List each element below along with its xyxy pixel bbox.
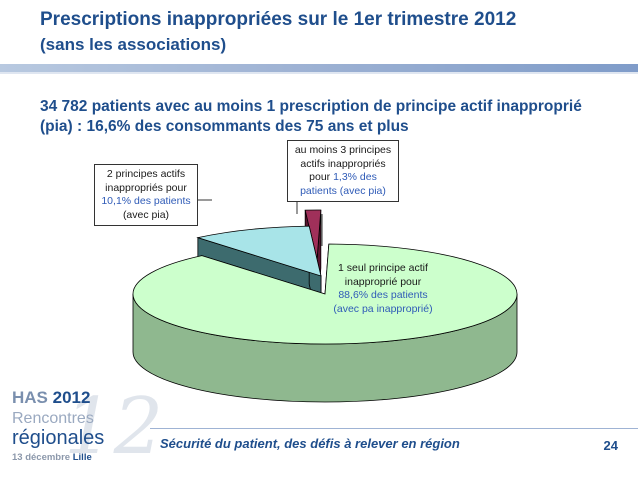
logo-watermark: 12 bbox=[64, 382, 164, 472]
slide-title: Prescriptions inappropriées sur le 1er t… bbox=[40, 9, 517, 30]
callout-three-principles: au moins 3 principes actifs inappropriés… bbox=[287, 140, 399, 202]
callout-two-tail: (avec pia) bbox=[122, 208, 170, 221]
label-one-line-2: inapproprié pour bbox=[344, 275, 422, 288]
intro-line-1: 34 782 patients avec au moins 1 prescrip… bbox=[40, 98, 582, 115]
logo-line-1: HAS 2012 bbox=[12, 388, 91, 407]
logo-line-4: 13 décembre Lille bbox=[12, 452, 92, 463]
title-divider bbox=[0, 64, 638, 72]
callout-three-line-2: actifs inappropriés bbox=[300, 157, 386, 170]
slide-subtitle: (sans les associations) bbox=[40, 35, 227, 54]
slice-two-top bbox=[196, 225, 322, 277]
logo-line-2: Rencontres bbox=[12, 410, 94, 427]
callout-two-principles: 2 principes actifs inappropriés pour 10,… bbox=[94, 164, 198, 226]
intro-line-2: (pia) : 16,6% des consommants des 75 ans… bbox=[40, 118, 409, 135]
callout-three-tail: patients (avec pia) bbox=[300, 184, 386, 197]
callout-two-value: 10,1% des patients bbox=[101, 195, 191, 207]
callout-three-line-3: pour bbox=[309, 171, 331, 183]
slice-three-top bbox=[304, 209, 322, 261]
slice-one-top bbox=[132, 243, 518, 345]
title-divider-thin bbox=[0, 72, 638, 74]
intro-text: 34 782 patients avec au moins 1 prescrip… bbox=[40, 97, 630, 137]
callout-two-line-2: inappropriés pour bbox=[105, 181, 187, 194]
label-one-principle: 1 seul principe actif inapproprié pour 8… bbox=[318, 262, 448, 316]
footer-text: Sécurité du patient, des défis à relever… bbox=[160, 436, 460, 451]
has-2012-logo: 12 HAS 2012 Rencontres régionales 13 déc… bbox=[6, 382, 163, 474]
callout-three-value: 1,3% des bbox=[333, 171, 377, 183]
footer-divider bbox=[150, 428, 638, 429]
label-one-tail: (avec pa inapproprié) bbox=[333, 302, 433, 315]
callout-two-line-1: 2 principes actifs bbox=[106, 168, 186, 180]
logo-line-3: régionales bbox=[12, 427, 105, 449]
page-number: 24 bbox=[603, 438, 618, 453]
callout-three-line-1: au moins 3 principes bbox=[294, 144, 392, 156]
label-one-line-1: 1 seul principe actif bbox=[338, 262, 428, 274]
label-one-value: 88,6% des patients bbox=[338, 289, 428, 301]
